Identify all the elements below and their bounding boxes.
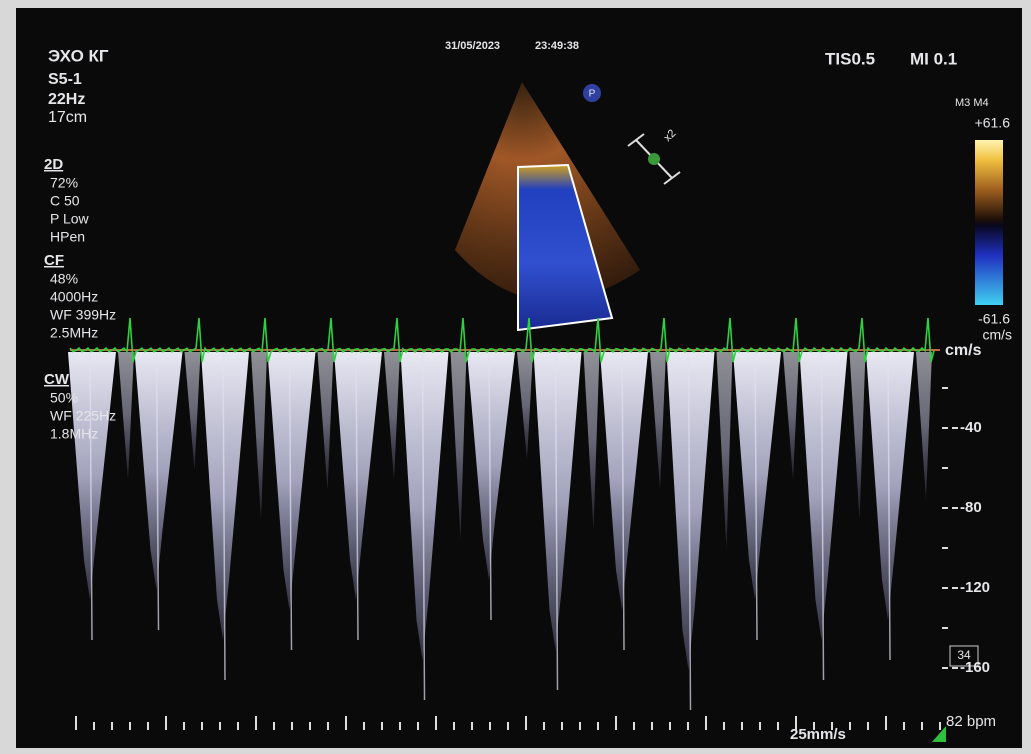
- mode-setting: 1.8MHz: [50, 426, 98, 442]
- mode-setting: C 50: [50, 193, 80, 209]
- scale-label: -40: [960, 419, 982, 436]
- time: 23:49:38: [535, 40, 579, 52]
- mode-setting: 72%: [50, 175, 78, 191]
- scale-unit: cm/s: [945, 342, 982, 359]
- caliper-point: [648, 153, 660, 165]
- mode-name: 2D: [44, 156, 63, 173]
- mode-setting: HPen: [50, 229, 85, 245]
- scale-label: -160: [960, 659, 990, 676]
- sweep-speed: 25mm/s: [790, 726, 846, 743]
- tis: TIS0.5: [825, 49, 875, 68]
- color-max: +61.6: [975, 115, 1011, 131]
- mode-setting: 4000Hz: [50, 289, 98, 305]
- depth: 17cm: [48, 109, 87, 126]
- mode-name: CF: [44, 252, 64, 269]
- ultrasound-screen: P x2 M3 M4 +61.6 -61.6 cm/s 31/05/2023 2…: [0, 0, 1031, 754]
- mode-setting: 50%: [50, 390, 78, 406]
- mode-setting: P Low: [50, 211, 90, 227]
- color-bar: [975, 140, 1003, 305]
- mode-setting: 2.5MHz: [50, 325, 98, 341]
- scale-label: -120: [960, 579, 990, 596]
- mode-setting: 48%: [50, 271, 78, 287]
- color-map: M3 M4: [955, 97, 989, 109]
- mode-setting: WF 225Hz: [50, 408, 116, 424]
- exam-title: ЭХО КГ: [48, 46, 109, 65]
- color-min: -61.6: [978, 311, 1010, 327]
- frame-rate: 22Hz: [48, 91, 85, 108]
- color-unit: cm/s: [982, 327, 1012, 343]
- probe: S5-1: [48, 71, 82, 88]
- orientation-label: P: [589, 89, 596, 100]
- scale-label: -80: [960, 499, 982, 516]
- mi: MI 0.1: [910, 49, 957, 68]
- date: 31/05/2023: [445, 40, 500, 52]
- mode-name: CW: [44, 371, 70, 388]
- heart-rate: 82 bpm: [946, 713, 996, 730]
- mode-setting: WF 399Hz: [50, 307, 116, 323]
